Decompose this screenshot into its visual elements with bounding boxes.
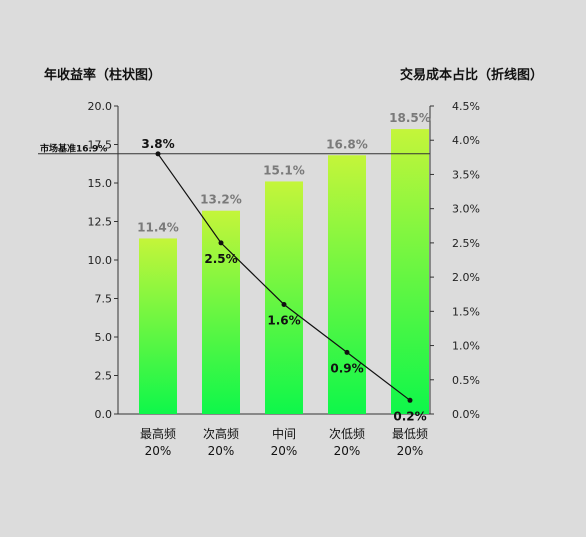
bar bbox=[139, 238, 177, 414]
line-series-layer bbox=[155, 151, 413, 403]
line-value-label: 0.2% bbox=[393, 409, 426, 423]
right-axis-title: 交易成本占比（折线图） bbox=[400, 67, 543, 83]
category-share-label: 20% bbox=[145, 444, 172, 458]
left-tick-label: 5.0 bbox=[95, 331, 113, 344]
left-axis-title: 年收益率（柱状图） bbox=[44, 67, 161, 83]
right-tick-label: 1.0% bbox=[452, 340, 480, 353]
bar-value-label: 18.5% bbox=[389, 111, 431, 125]
line-point bbox=[218, 240, 224, 246]
line-point bbox=[407, 397, 413, 403]
right-tick-label: 0.0% bbox=[452, 408, 480, 421]
bar bbox=[265, 181, 303, 414]
labels-layer: 11.4% 13.2% 15.1% 16.8% 18.5% 3.8% 2.5% 1.6% 0.9… bbox=[137, 111, 431, 458]
category-label: 最低频 bbox=[392, 427, 428, 441]
category-label: 次高频 bbox=[203, 426, 239, 441]
right-tick-label: 4.5% bbox=[452, 100, 480, 113]
right-tick-label: 0.5% bbox=[452, 374, 480, 387]
bar-value-label: 11.4% bbox=[137, 220, 179, 234]
category-share-label: 20% bbox=[334, 444, 361, 458]
right-tick-label: 2.5% bbox=[452, 237, 480, 250]
line-point bbox=[281, 301, 287, 307]
left-tick-label: 17.5 bbox=[88, 139, 113, 152]
right-tick-label: 1.5% bbox=[452, 305, 480, 318]
left-tick-label: 2.5 bbox=[95, 370, 113, 383]
axes-layer: 0.0 2.5 5.0 7.5 10.0 12.5 15.0 17.5 20.0 0.0% 0.5%… bbox=[88, 100, 480, 421]
line-value-label: 2.5% bbox=[204, 252, 237, 266]
bar bbox=[328, 155, 366, 414]
right-tick-label: 2.0% bbox=[452, 271, 480, 284]
line-value-label: 3.8% bbox=[141, 137, 174, 151]
category-share-label: 20% bbox=[397, 444, 424, 458]
bar-value-label: 15.1% bbox=[263, 163, 305, 177]
left-tick-label: 7.5 bbox=[95, 293, 113, 306]
category-label: 中间 bbox=[272, 426, 296, 441]
left-tick-label: 10.0 bbox=[88, 254, 113, 267]
reference-line-label: 市场基准16.9% bbox=[40, 143, 107, 155]
bar-value-label: 13.2% bbox=[200, 193, 242, 207]
category-share-label: 20% bbox=[271, 444, 298, 458]
left-tick-label: 15.0 bbox=[88, 177, 113, 190]
line-point bbox=[344, 349, 350, 355]
bar-value-label: 16.8% bbox=[326, 137, 368, 151]
line-value-label: 0.9% bbox=[330, 361, 363, 375]
left-tick-label: 0.0 bbox=[95, 408, 113, 421]
right-tick-label: 4.0% bbox=[452, 134, 480, 147]
category-share-label: 20% bbox=[208, 444, 235, 458]
category-label: 次低频 bbox=[329, 427, 365, 441]
reference-line-layer: 市场基准16.9% bbox=[38, 143, 430, 155]
category-label: 最高频 bbox=[140, 426, 176, 441]
line-point bbox=[155, 151, 161, 157]
bars-layer bbox=[139, 129, 429, 414]
left-tick-label: 12.5 bbox=[88, 216, 113, 229]
right-tick-label: 3.5% bbox=[452, 168, 480, 181]
bar bbox=[391, 129, 429, 414]
right-tick-label: 3.0% bbox=[452, 203, 480, 216]
line-value-label: 1.6% bbox=[267, 313, 300, 327]
left-tick-label: 20.0 bbox=[88, 100, 113, 113]
